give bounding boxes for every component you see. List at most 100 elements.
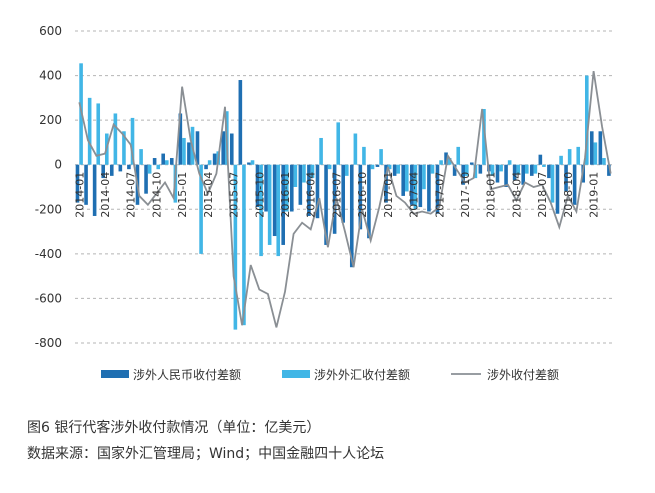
x-tick-label: 2015-10 xyxy=(253,172,266,218)
bar xyxy=(199,164,203,254)
x-tick-label: 2015-01 xyxy=(176,172,189,218)
bar xyxy=(469,162,474,165)
x-tick-label: 2017-10 xyxy=(459,172,472,218)
y-tick-label: -800 xyxy=(35,336,62,350)
x-axis: 2014-01 2014-04 2014-07 2014-10 2015-01 2015-… xyxy=(73,172,600,218)
bar xyxy=(307,164,311,216)
bar xyxy=(576,146,581,165)
bar xyxy=(482,109,486,165)
bar xyxy=(267,164,272,245)
bar xyxy=(422,164,426,190)
y-tick-label: -600 xyxy=(35,291,62,305)
bar xyxy=(358,164,363,230)
bar xyxy=(229,133,234,165)
x-tick-label: 2015-04 xyxy=(202,172,215,218)
bar xyxy=(353,133,358,165)
bar xyxy=(516,164,521,174)
bar xyxy=(92,164,97,216)
x-tick-label: 2017-07 xyxy=(433,172,446,218)
bar xyxy=(439,160,443,165)
bar xyxy=(589,131,594,165)
bar xyxy=(281,164,285,245)
bar xyxy=(379,149,383,165)
bar xyxy=(109,164,114,176)
bar xyxy=(161,153,165,165)
line-series xyxy=(78,70,612,328)
bar xyxy=(555,164,560,214)
bar xyxy=(473,164,478,179)
bar xyxy=(289,164,294,212)
bar xyxy=(242,164,246,326)
x-tick-label: 2014-10 xyxy=(150,172,163,218)
y-tick-label: 600 xyxy=(39,24,62,38)
bar xyxy=(495,164,500,183)
bar xyxy=(122,131,126,165)
bar xyxy=(550,164,555,203)
x-tick-label: 2014-01 xyxy=(73,172,86,218)
bar xyxy=(204,164,208,170)
y-tick-label: -400 xyxy=(35,247,62,261)
bar xyxy=(362,146,366,165)
bar xyxy=(152,158,157,165)
bar xyxy=(247,162,251,165)
bar xyxy=(384,164,388,203)
bar xyxy=(456,146,461,165)
bar xyxy=(178,113,183,165)
bar xyxy=(507,160,512,165)
bar xyxy=(461,164,465,185)
x-tick-label: 2014-07 xyxy=(125,172,138,218)
bar xyxy=(187,142,191,165)
bar xyxy=(529,164,534,176)
legend: 涉外人民币收付差额 涉外外汇收付差额 涉外收付差额 xyxy=(101,368,559,382)
bar xyxy=(324,164,328,245)
bar xyxy=(212,153,217,165)
bar xyxy=(255,164,260,208)
bar xyxy=(375,164,380,167)
bar xyxy=(396,164,401,174)
bar xyxy=(607,164,611,176)
bar xyxy=(165,160,169,165)
bar xyxy=(512,164,517,181)
y-tick-label: 200 xyxy=(39,113,62,127)
bar xyxy=(84,164,88,205)
x-tick-label: 2017-01 xyxy=(382,172,395,218)
bar xyxy=(259,164,263,257)
bar xyxy=(127,164,131,170)
bar xyxy=(413,164,418,210)
bar xyxy=(75,164,80,203)
bar xyxy=(87,97,92,165)
bar xyxy=(113,113,118,165)
bar xyxy=(238,80,243,165)
bar xyxy=(276,164,281,257)
bar xyxy=(156,164,161,170)
bar xyxy=(444,152,448,165)
bar xyxy=(370,164,375,170)
bar xyxy=(96,103,101,165)
bar xyxy=(345,164,349,176)
bar xyxy=(401,164,405,196)
bar xyxy=(538,154,543,165)
y-axis: 600 400 200 0 -200 -400 -600 -800 xyxy=(35,24,62,350)
bar xyxy=(285,164,289,212)
data-source: 数据来源：国家外汇管理局；Wind；中国金融四十人论坛 xyxy=(27,446,385,462)
bar xyxy=(542,164,546,167)
x-tick-label: 2019-01 xyxy=(588,172,601,218)
bar xyxy=(332,164,337,234)
bar xyxy=(490,164,495,176)
bar xyxy=(533,164,538,174)
bar xyxy=(525,164,529,174)
bar xyxy=(367,164,371,239)
bar xyxy=(272,164,277,237)
bar xyxy=(336,122,341,165)
x-tick-label: 2015-07 xyxy=(228,172,241,218)
bar xyxy=(264,164,268,212)
bar xyxy=(221,131,225,165)
bar xyxy=(547,164,551,179)
legend-swatch xyxy=(282,370,310,378)
bar xyxy=(144,164,148,194)
bar xyxy=(101,164,105,179)
legend-label: 涉外外汇收付差额 xyxy=(314,368,410,382)
bar xyxy=(499,164,503,172)
bar xyxy=(452,164,457,176)
x-tick-label: 2018-04 xyxy=(510,172,523,218)
